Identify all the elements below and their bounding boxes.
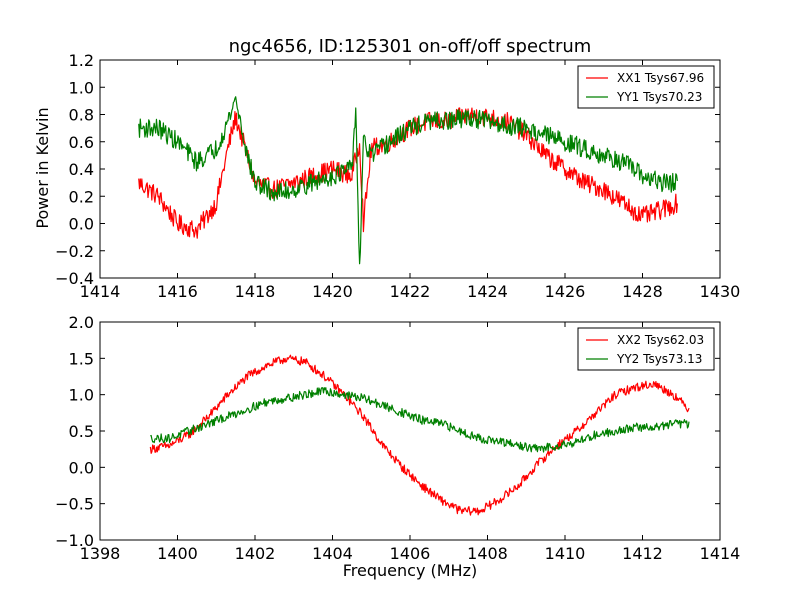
top-chart-series: [138, 96, 678, 265]
top-ytick-label: 1.2: [69, 51, 94, 70]
top-ytick-label: 0.6: [69, 133, 94, 152]
top-ytick-label: 0.0: [69, 215, 94, 234]
bottom-xtick-label: 1410: [545, 544, 586, 563]
top-xtick-label: 1430: [700, 282, 741, 301]
bottom-series-line-2: [150, 386, 690, 453]
top-xtick-label: 1418: [235, 282, 276, 301]
legend-label-yy2: YY2 Tsys73.13: [616, 352, 702, 366]
bottom-xtick-label: 1408: [467, 544, 508, 563]
top-ytick-label: 0.4: [69, 160, 94, 179]
top-chart: 1414 1416 1418 1420 1422 1424 1426 1428 1430 −0.4…: [55, 51, 740, 301]
top-ytick-label: 0.2: [69, 187, 94, 206]
top-xtick-label: 1428: [622, 282, 663, 301]
top-xtick-label: 1422: [390, 282, 431, 301]
top-series-line-1: [138, 107, 678, 239]
top-xtick-label: 1416: [157, 282, 198, 301]
bottom-ytick-label: −1.0: [55, 531, 94, 550]
bottom-chart-series: [149, 354, 690, 516]
bottom-ytick-label: 0.5: [69, 422, 94, 441]
legend-label-yy1: YY1 Tsys70.23: [616, 90, 702, 104]
top-xtick-label: 1420: [312, 282, 353, 301]
top-chart-ylabel: Power in Kelvin: [33, 107, 52, 228]
top-chart-ticks: 1414 1416 1418 1420 1422 1424 1426 1428 1430 −0.4…: [55, 51, 740, 301]
bottom-xtick-label: 1402: [235, 544, 276, 563]
bottom-chart-xlabel: Frequency (MHz): [343, 561, 477, 580]
top-ytick-label: 0.8: [69, 106, 94, 125]
top-xtick-label: 1424: [467, 282, 508, 301]
legend-box: [577, 327, 715, 371]
bottom-ytick-label: −0.5: [55, 495, 94, 514]
top-chart-legend: XX1 Tsys67.96 YY1 Tsys70.23: [577, 65, 715, 109]
legend-label-xx2: XX2 Tsys62.03: [617, 333, 704, 347]
top-chart-title: ngc4656, ID:125301 on-off/off spectrum: [229, 36, 592, 57]
bottom-ytick-label: 2.0: [69, 313, 94, 332]
bottom-xtick-label: 1398: [80, 544, 121, 563]
top-xtick-label: 1426: [545, 282, 586, 301]
bottom-xtick-label: 1412: [622, 544, 663, 563]
bottom-xtick-label: 1404: [312, 544, 353, 563]
bottom-chart-legend: XX2 Tsys62.03 YY2 Tsys73.13: [577, 327, 715, 371]
bottom-xtick-label: 1414: [700, 544, 741, 563]
bottom-ytick-label: 1.5: [69, 349, 94, 368]
top-xtick-label: 1414: [80, 282, 121, 301]
bottom-ytick-label: 1.0: [69, 386, 94, 405]
legend-label-xx1: XX1 Tsys67.96: [617, 71, 704, 85]
bottom-xtick-label: 1406: [390, 544, 431, 563]
top-series-line-2: [138, 96, 678, 265]
bottom-chart-ticks: 1398 1400 1402 1404 1406 1408 1410 1412 1414 −1.0…: [55, 313, 740, 563]
top-ytick-label: 1.0: [69, 78, 94, 97]
bottom-series-line-1: [149, 354, 690, 516]
legend-box: [577, 65, 715, 109]
top-ytick-label: −0.2: [55, 242, 94, 261]
top-ytick-label: −0.4: [55, 269, 94, 288]
bottom-chart: 1398 1400 1402 1404 1406 1408 1410 1412 1414 −1.0…: [55, 313, 740, 563]
bottom-xtick-label: 1400: [157, 544, 198, 563]
bottom-ytick-label: 0.0: [69, 458, 94, 477]
